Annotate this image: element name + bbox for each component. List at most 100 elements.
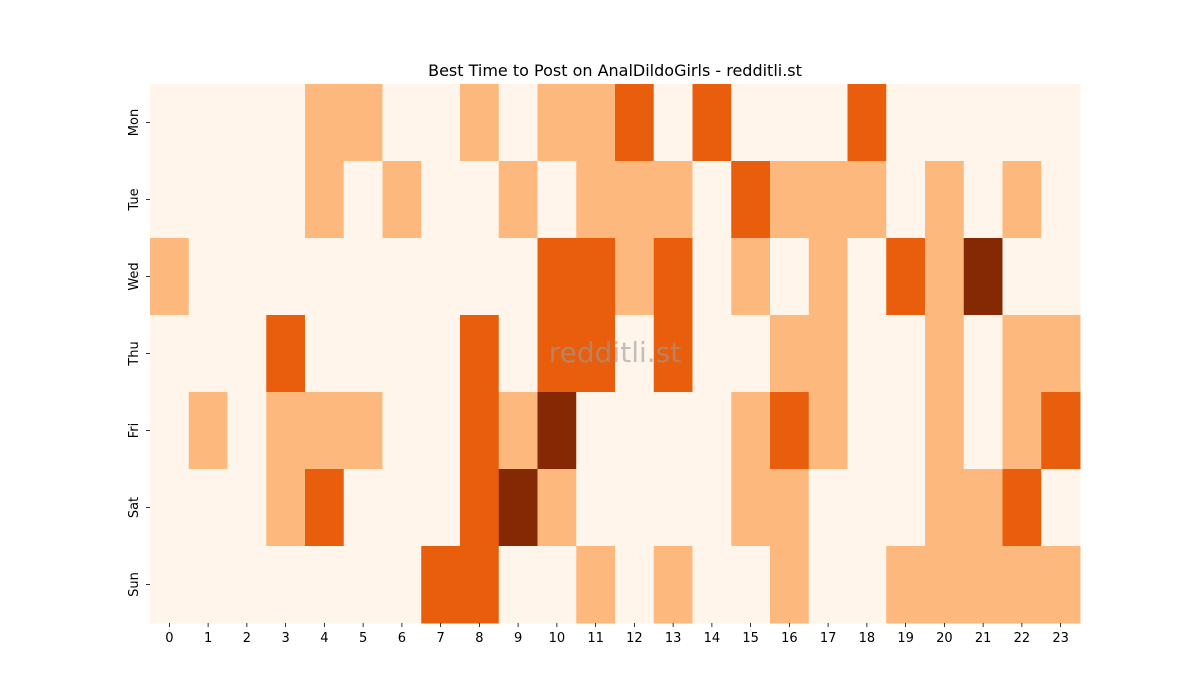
heatmap-cell-sun-1: [188, 546, 228, 624]
x-tick-label: 15: [742, 631, 759, 646]
heatmap-cell-mon-18: [847, 84, 887, 162]
heatmap-cell-thu-7: [421, 315, 461, 393]
heatmap-cell-fri-13: [653, 392, 693, 470]
heatmap-cell-thu-14: [692, 315, 732, 393]
heatmap-cell-sat-10: [537, 469, 577, 547]
heatmap-cell-fri-16: [770, 392, 810, 470]
heatmap-cell-fri-4: [305, 392, 345, 470]
heatmap-cell-mon-12: [615, 84, 655, 162]
heatmap-cell-sun-21: [963, 546, 1003, 624]
heatmap-cell-fri-8: [460, 392, 500, 470]
heatmap-cell-wed-1: [188, 238, 228, 316]
heatmap-cell-thu-20: [925, 315, 965, 393]
heatmap-cell-wed-3: [266, 238, 306, 316]
heatmap-cell-mon-8: [460, 84, 500, 162]
heatmap-cell-sat-14: [692, 469, 732, 547]
heatmap-cell-fri-3: [266, 392, 306, 470]
heatmap-cell-mon-19: [886, 84, 926, 162]
heatmap-cell-sun-17: [808, 546, 848, 624]
heatmap-cell-sun-18: [847, 546, 887, 624]
heatmap-cell-tue-18: [847, 161, 887, 239]
heatmap-cell-sun-13: [653, 546, 693, 624]
heatmap-cell-sat-12: [615, 469, 655, 547]
x-tick-label: 2: [243, 631, 251, 646]
heatmap-cell-mon-21: [963, 84, 1003, 162]
heatmap-cell-mon-22: [1002, 84, 1042, 162]
x-tick-label: 11: [587, 631, 604, 646]
heatmap-cell-sat-4: [305, 469, 345, 547]
heatmap-cell-tue-2: [227, 161, 267, 239]
heatmap-cell-thu-15: [731, 315, 771, 393]
heatmap-cell-mon-2: [227, 84, 267, 162]
heatmap-cell-thu-0: [150, 315, 190, 393]
heatmap-cell-tue-21: [963, 161, 1003, 239]
heatmap-cell-sat-8: [460, 469, 500, 547]
x-tick-label: 21: [975, 631, 992, 646]
heatmap-cell-sun-4: [305, 546, 345, 624]
heatmap-cell-sat-21: [963, 469, 1003, 547]
heatmap-cell-tue-13: [653, 161, 693, 239]
heatmap-cell-tue-6: [382, 161, 422, 239]
y-tick-label: Sat: [127, 497, 142, 518]
heatmap-cell-wed-8: [460, 238, 500, 316]
heatmap-cell-sat-9: [498, 469, 538, 547]
x-tick-label: 14: [704, 631, 721, 646]
heatmap-cell-sat-7: [421, 469, 461, 547]
heatmap-cell-mon-0: [150, 84, 190, 162]
heatmap-cell-fri-5: [343, 392, 383, 470]
heatmap-cell-wed-6: [382, 238, 422, 316]
x-tick-label: 4: [320, 631, 328, 646]
heatmap-cell-thu-19: [886, 315, 926, 393]
heatmap-cell-mon-20: [925, 84, 965, 162]
heatmap-cell-wed-18: [847, 238, 887, 316]
heatmap-cell-sun-7: [421, 546, 461, 624]
chart-title: Best Time to Post on AnalDildoGirls - re…: [428, 61, 802, 80]
heatmap-cell-sun-2: [227, 546, 267, 624]
y-tick-label: Mon: [127, 109, 142, 136]
y-tick-label: Tue: [127, 188, 142, 211]
heatmap-cell-tue-20: [925, 161, 965, 239]
heatmap-cell-wed-23: [1041, 238, 1081, 316]
heatmap-cell-thu-10: [537, 315, 577, 393]
heatmap-cell-sat-13: [653, 469, 693, 547]
heatmap-cell-thu-12: [615, 315, 655, 393]
heatmap-cell-wed-15: [731, 238, 771, 316]
heatmap-cell-wed-5: [343, 238, 383, 316]
heatmap-cell-wed-19: [886, 238, 926, 316]
heatmap-cell-thu-3: [266, 315, 306, 393]
x-tick-label: 13: [665, 631, 682, 646]
heatmap-cell-thu-13: [653, 315, 693, 393]
heatmap-cell-sun-8: [460, 546, 500, 624]
y-tick-label: Sun: [127, 572, 142, 597]
heatmap-cell-sat-1: [188, 469, 228, 547]
heatmap-cell-sat-15: [731, 469, 771, 547]
heatmap-cell-fri-20: [925, 392, 965, 470]
heatmap-cell-sun-9: [498, 546, 538, 624]
heatmap-cell-mon-17: [808, 84, 848, 162]
heatmap-cell-fri-9: [498, 392, 538, 470]
heatmap-cell-thu-6: [382, 315, 422, 393]
heatmap-cell-fri-2: [227, 392, 267, 470]
heatmap-cell-fri-21: [963, 392, 1003, 470]
heatmap-cell-tue-12: [615, 161, 655, 239]
heatmap-cell-fri-19: [886, 392, 926, 470]
heatmap-cell-sat-11: [576, 469, 616, 547]
heatmap-cell-fri-11: [576, 392, 616, 470]
heatmap-cell-sun-16: [770, 546, 810, 624]
heatmap-cell-mon-5: [343, 84, 383, 162]
x-tick-label: 18: [859, 631, 876, 646]
heatmap-cell-sat-16: [770, 469, 810, 547]
y-tick-label: Fri: [127, 423, 142, 439]
heatmap-cell-fri-6: [382, 392, 422, 470]
heatmap-cell-fri-12: [615, 392, 655, 470]
heatmap-cell-sun-19: [886, 546, 926, 624]
heatmap-cell-wed-2: [227, 238, 267, 316]
heatmap-cell-wed-4: [305, 238, 345, 316]
x-tick-label: 1: [204, 631, 212, 646]
heatmap-cell-sun-14: [692, 546, 732, 624]
heatmap-cell-thu-21: [963, 315, 1003, 393]
heatmap-cell-wed-16: [770, 238, 810, 316]
heatmap-cell-thu-17: [808, 315, 848, 393]
heatmap-cell-tue-14: [692, 161, 732, 239]
